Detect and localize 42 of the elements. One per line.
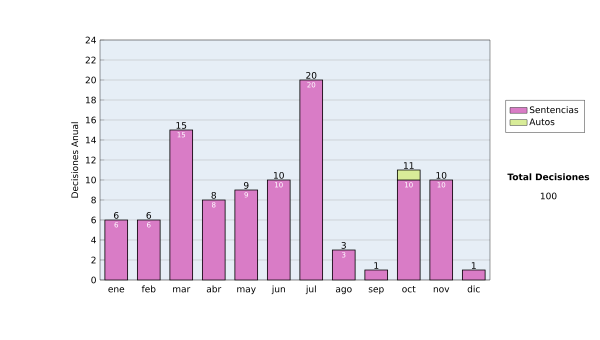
x-tick-label: jun	[272, 285, 285, 294]
y-tick-label: 8	[91, 196, 96, 204]
text: Total Decisiones	[507, 173, 590, 180]
x-tick-label: dic	[468, 285, 480, 292]
total-label: 3	[342, 242, 346, 249]
y-tick-label: 24	[86, 36, 96, 44]
legend-label: Autos	[529, 118, 554, 126]
y-tick-label: 16	[86, 116, 96, 124]
y-tick-label: 18	[86, 96, 96, 104]
y-tick-label: 22	[86, 56, 96, 64]
total-label: 10	[274, 172, 284, 179]
x-tick-label: ago	[336, 287, 352, 294]
text: 100	[540, 192, 556, 200]
total-label: 9	[244, 182, 248, 189]
y-tick-label: 2	[91, 256, 96, 264]
x-tick-label: may	[237, 287, 256, 294]
x-tick-label: oct	[402, 286, 416, 292]
y-tick-label: 4	[91, 236, 96, 244]
x-tick-label: abr	[206, 285, 222, 292]
x-tick-label: feb	[142, 285, 156, 292]
total-label: 1	[472, 262, 476, 269]
total-label: 20	[306, 72, 316, 79]
y-tick-label: 10	[86, 176, 96, 184]
total-label: 8	[212, 192, 216, 199]
total-label: 15	[176, 122, 186, 129]
y-tick-label: 0	[91, 276, 96, 284]
total-label: 10	[436, 172, 446, 179]
x-tick-label: sep	[368, 287, 384, 294]
total-label: 11	[404, 162, 414, 169]
x-tick-label: mar	[173, 287, 190, 292]
x-tick-label: jul	[306, 285, 316, 294]
y-tick-label: 12	[86, 156, 96, 164]
y-tick-label: 20	[86, 76, 96, 84]
legend-label: Sentencias	[530, 106, 578, 114]
total-label: 6	[114, 212, 119, 219]
x-tick-label: ene	[108, 287, 124, 292]
y-tick-label: 14	[86, 136, 96, 144]
total-label: 6	[146, 212, 152, 219]
y-tick-label: 6	[91, 216, 96, 224]
total-label: 1	[374, 262, 378, 269]
y-axis-title: Decisiones Anual	[71, 122, 78, 198]
x-tick-label: nov	[434, 287, 450, 292]
